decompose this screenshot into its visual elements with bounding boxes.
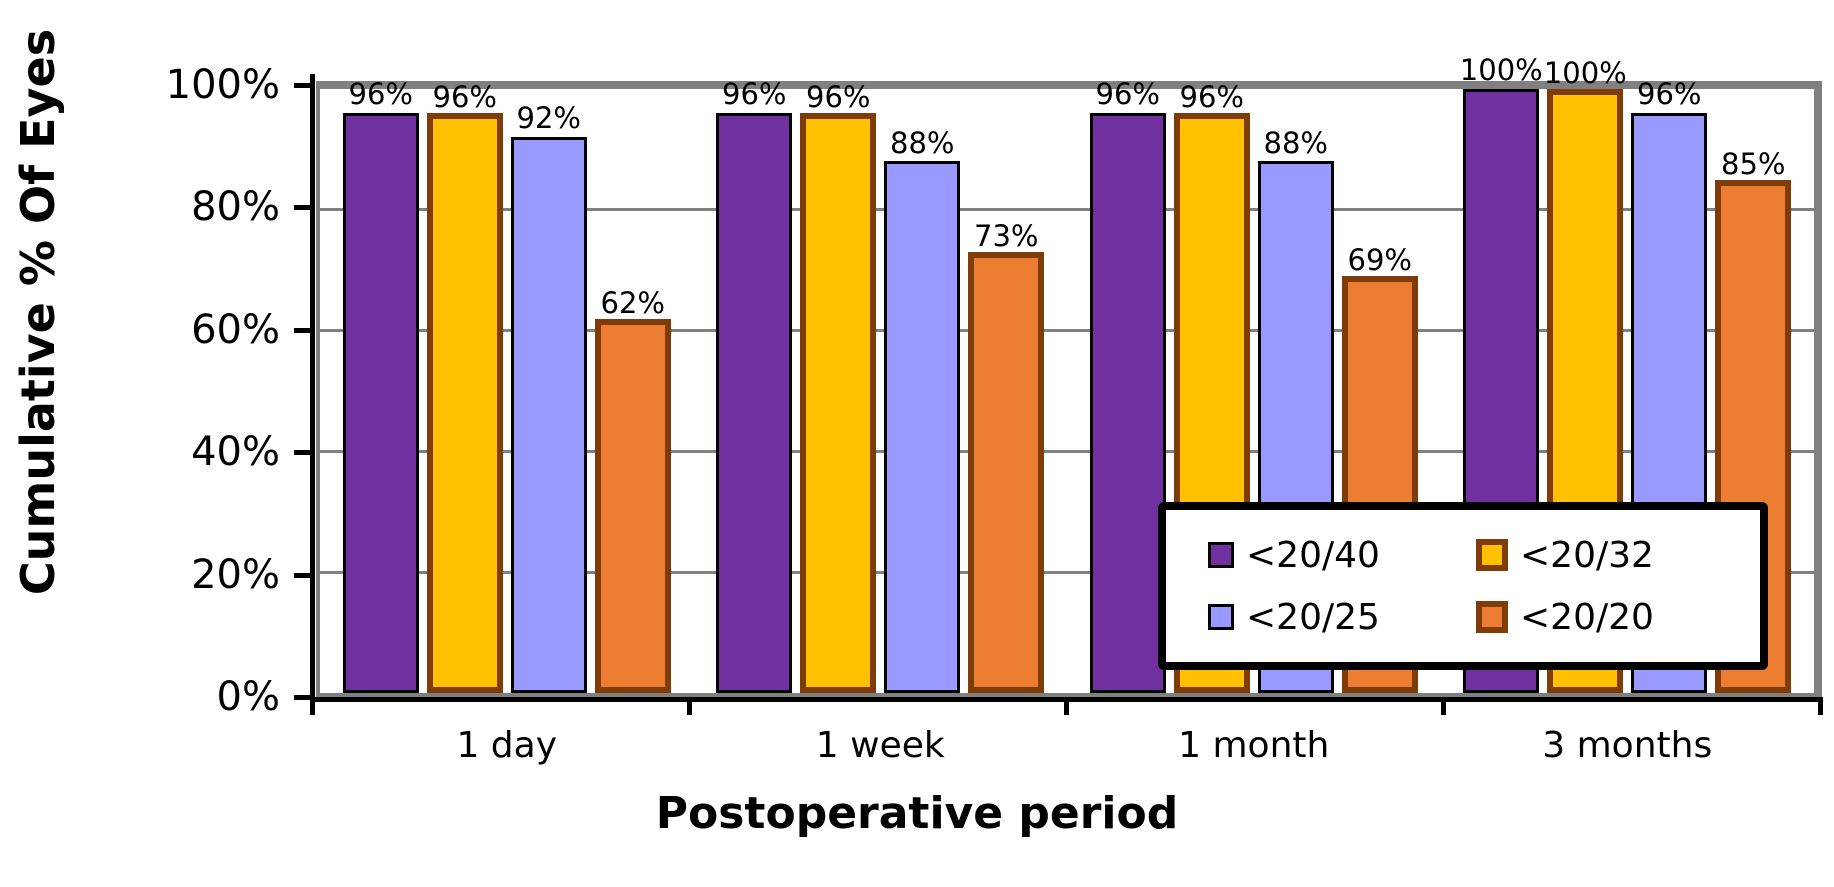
bar: 96%: [342, 78, 419, 693]
bar: 62%: [594, 287, 671, 693]
legend-swatch-thin: [1208, 542, 1234, 568]
x-axis-tick: [1441, 697, 1446, 715]
bar-value-label: 73%: [974, 219, 1039, 254]
legend-swatch-thick: [1476, 539, 1508, 571]
y-tick-label: 20%: [191, 551, 280, 598]
legend-label: <20/32: [1520, 534, 1654, 576]
bar: 73%: [968, 220, 1045, 693]
y-axis-line: [310, 74, 315, 702]
bar-value-label: 96%: [722, 77, 787, 112]
bar: 88%: [884, 127, 961, 693]
y-axis-tick: [294, 327, 311, 333]
bar: 96%: [1089, 78, 1166, 693]
bar-value-label: 88%: [890, 125, 955, 160]
legend-item: <20/20: [1476, 597, 1744, 638]
x-axis-tick: [1064, 697, 1069, 715]
bar-value-label: 96%: [1179, 80, 1244, 115]
bar-group: 96% 96% 88% 73%: [694, 78, 1068, 693]
y-tick-label: 0%: [216, 674, 280, 720]
y-axis-title: Cumulative % Of Eyes: [11, 28, 65, 596]
bar: 92%: [510, 103, 587, 693]
x-axis-tick: [1818, 697, 1823, 715]
bar: 96%: [716, 78, 793, 693]
x-category-label: 1 day: [456, 725, 558, 766]
y-tick-label: 100%: [165, 62, 280, 108]
y-tick-label: 40%: [191, 429, 280, 476]
gridline: [320, 449, 1814, 453]
bar: 96%: [426, 81, 503, 693]
legend-swatch-thin: [1208, 604, 1234, 630]
bar-value-label: 100%: [1459, 53, 1543, 88]
legend-item: <20/40: [1208, 535, 1476, 576]
y-tick-label: 60%: [191, 306, 280, 353]
legend-label: <20/25: [1246, 596, 1380, 638]
x-category-label: 1 week: [815, 725, 945, 766]
bar-value-label: 62%: [600, 285, 665, 320]
x-category-label: 3 months: [1542, 725, 1713, 766]
legend: <20/40 <20/32 <20/25 <20/20: [1158, 502, 1768, 670]
bar-value-label: 85%: [1721, 146, 1786, 181]
bar-value-label: 88%: [1263, 125, 1328, 160]
legend-swatch-thick: [1476, 601, 1508, 633]
x-axis-tick: [687, 697, 692, 715]
y-axis-tick: [294, 83, 311, 88]
gridline: [320, 329, 1814, 333]
bar-value-label: 96%: [806, 80, 871, 115]
y-axis-tick: [294, 205, 311, 211]
gridline: [320, 570, 1814, 574]
y-axis-tick: [294, 695, 311, 700]
y-axis-tick: [294, 572, 311, 578]
bar-value-label: 96%: [348, 77, 413, 112]
y-axis-tick: [294, 450, 311, 456]
bar-value-label: 96%: [1095, 77, 1160, 112]
bar: 96%: [800, 81, 877, 693]
legend-item: <20/25: [1208, 597, 1476, 638]
x-axis-title: Postoperative period: [655, 788, 1179, 839]
legend-item: <20/32: [1476, 535, 1744, 576]
x-axis-tick: [310, 697, 315, 715]
bar-value-label: 96%: [1637, 77, 1702, 112]
legend-label: <20/20: [1520, 596, 1654, 638]
legend-label: <20/40: [1246, 534, 1380, 576]
bar-value-label: 69%: [1347, 243, 1412, 278]
y-tick-label: 80%: [191, 184, 280, 231]
bar-value-label: 100%: [1543, 56, 1627, 91]
gridline: [320, 208, 1814, 212]
bar-group: 96% 96% 92% 62%: [320, 78, 694, 693]
bar-value-label: 96%: [432, 80, 497, 115]
x-category-label: 1 month: [1178, 725, 1330, 766]
bar-value-label: 92%: [516, 101, 581, 136]
